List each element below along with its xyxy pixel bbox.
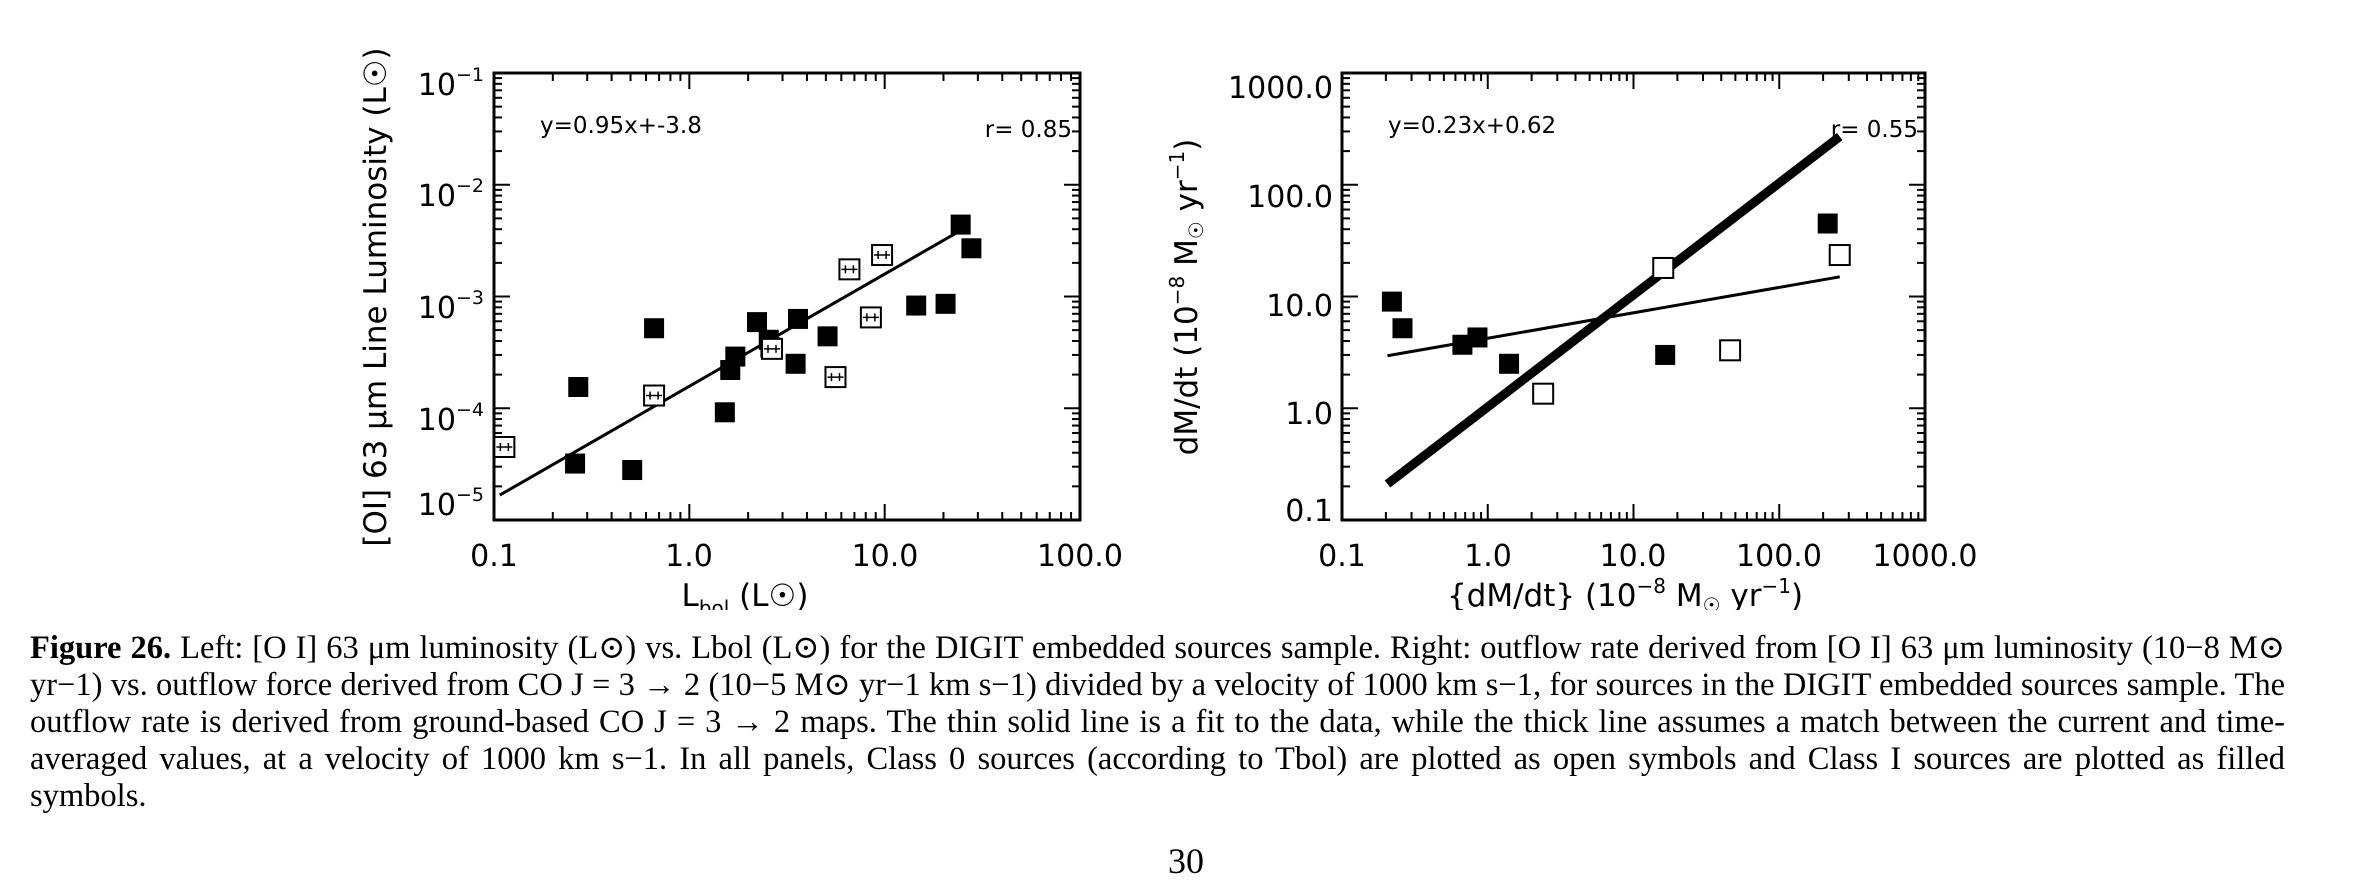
left-class1-point bbox=[568, 376, 589, 397]
right-class0-point bbox=[1532, 382, 1555, 405]
left-y-tick-labels: 10−1 10−2 10−3 10−4 10−5 bbox=[418, 64, 484, 523]
right-class0-point bbox=[1719, 339, 1742, 362]
right-y-tick-labels: 1000.0 100.0 10.0 1.0 0.1 bbox=[1228, 71, 1333, 529]
left-marks bbox=[493, 214, 982, 497]
right-panel: 1000.0 100.0 10.0 1.0 0.1 0.1 1.0 10.0 1… bbox=[1165, 71, 1977, 610]
left-y-tick-1e-3: 10−3 bbox=[418, 287, 484, 326]
page-number: 30 bbox=[1168, 841, 1204, 881]
left-class1-point bbox=[644, 318, 665, 339]
left-fit-label: y=0.95x+-3.8 bbox=[540, 113, 702, 139]
left-class1-point bbox=[785, 353, 806, 374]
left-class1-point bbox=[935, 293, 956, 314]
left-x-tick-label: 0.1 bbox=[470, 539, 518, 574]
right-y-tick-label: 100.0 bbox=[1247, 180, 1333, 215]
right-r-label: r= 0.55 bbox=[1831, 117, 1918, 143]
left-class1-point bbox=[787, 308, 808, 329]
right-class0-point bbox=[1652, 256, 1675, 279]
left-class1-point bbox=[961, 238, 982, 259]
left-class1-point bbox=[817, 326, 838, 347]
left-r-label: r= 0.85 bbox=[985, 117, 1072, 143]
right-class1-point bbox=[1655, 344, 1676, 365]
left-y-tick-1e-1: 10−1 bbox=[418, 64, 484, 103]
right-y-tick-label: 10.0 bbox=[1266, 289, 1333, 324]
right-x-tick-label: 100.0 bbox=[1736, 539, 1822, 574]
left-class1-point bbox=[906, 295, 927, 316]
right-ticks bbox=[1341, 73, 1925, 521]
left-y-tick-1e-4: 10−4 bbox=[418, 399, 484, 438]
right-class1-point bbox=[1381, 291, 1402, 312]
left-class1-point bbox=[950, 214, 971, 235]
right-class1-point bbox=[1817, 213, 1838, 234]
left-x-tick-label: 10.0 bbox=[852, 539, 919, 574]
left-x-axis-label: Lbol (L☉) bbox=[682, 578, 809, 610]
figure-caption: Figure 26. Left: [O I] 63 μm luminosity … bbox=[30, 630, 2285, 815]
caption-label: Figure 26. bbox=[30, 630, 172, 666]
right-class1-point bbox=[1392, 318, 1413, 339]
right-x-tick-label: 1000.0 bbox=[1873, 539, 1978, 574]
right-x-axis-label: {dM/dt} (10−8 M☉ yr−1) bbox=[1447, 574, 1803, 610]
left-x-tick-label: 100.0 bbox=[1037, 539, 1123, 574]
right-y-tick-label: 1000.0 bbox=[1228, 71, 1333, 106]
right-y-axis-label: dM/dt (10−8 M☉ yr−1) bbox=[1165, 139, 1208, 456]
left-x-tick-label: 1.0 bbox=[665, 539, 713, 574]
figure-26-plots: 10−1 10−2 10−3 10−4 10−5 0.1 1.0 10.0 10… bbox=[358, 47, 1977, 610]
left-y-axis-label: [OI] 63 μm Line Luminosity (L☉) bbox=[358, 47, 394, 546]
left-class1-point bbox=[622, 460, 643, 481]
left-class1-point bbox=[746, 312, 767, 333]
left-x-tick-labels: 0.1 1.0 10.0 100.0 bbox=[470, 539, 1123, 574]
right-x-tick-label: 10.0 bbox=[1600, 539, 1667, 574]
right-y-tick-label: 1.0 bbox=[1285, 397, 1333, 432]
right-class1-point bbox=[1452, 334, 1473, 355]
left-class1-point bbox=[714, 402, 735, 423]
right-class1-point bbox=[1499, 353, 1520, 374]
right-x-tick-labels: 0.1 1.0 10.0 100.0 1000.0 bbox=[1318, 539, 1977, 574]
right-class0-point bbox=[1828, 244, 1851, 267]
left-ticks bbox=[493, 73, 1080, 521]
left-y-tick-1e-2: 10−2 bbox=[418, 175, 484, 214]
right-class1-point bbox=[1467, 327, 1488, 348]
left-y-tick-1e-5: 10−5 bbox=[418, 484, 484, 523]
caption-text: Left: [O I] 63 μm luminosity (L⊙) vs. Lb… bbox=[30, 630, 2285, 814]
right-marks bbox=[1381, 132, 1851, 488]
left-class1-point bbox=[565, 453, 586, 474]
left-panel: 10−1 10−2 10−3 10−4 10−5 0.1 1.0 10.0 10… bbox=[358, 47, 1123, 610]
right-fit-label: y=0.23x+0.62 bbox=[1388, 113, 1556, 139]
right-y-tick-label: 0.1 bbox=[1285, 494, 1333, 529]
right-thick-fit-line bbox=[1384, 132, 1843, 488]
right-x-tick-label: 0.1 bbox=[1318, 539, 1366, 574]
left-class1-point bbox=[725, 346, 746, 367]
right-x-tick-label: 1.0 bbox=[1464, 539, 1512, 574]
